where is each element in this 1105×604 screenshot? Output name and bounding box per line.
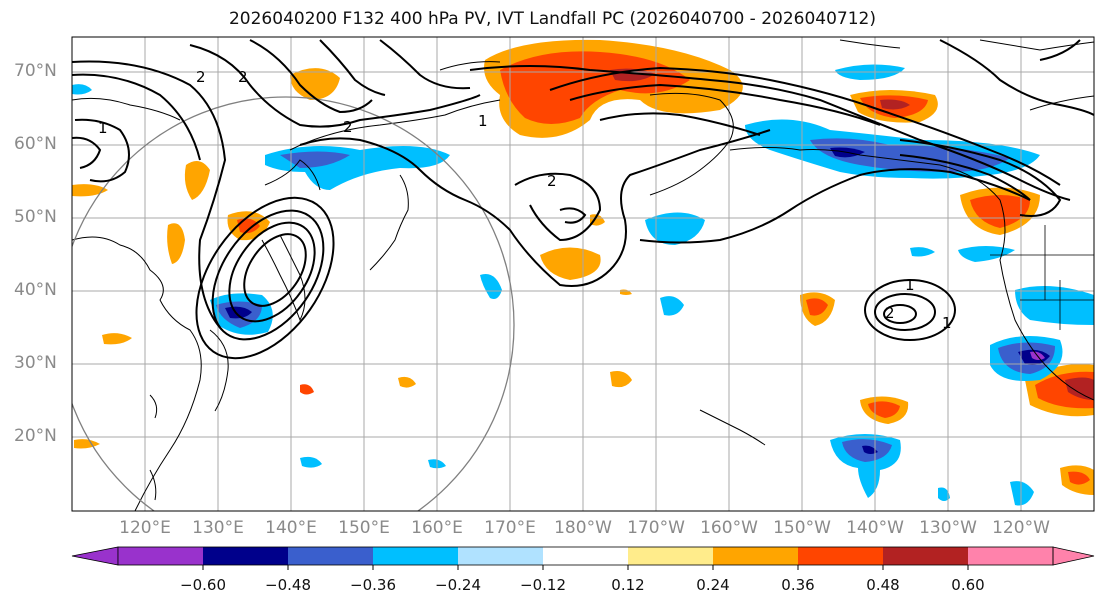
map-title: 2026040200 F132 400 hPa PV, IVT Landfall… — [228, 9, 876, 29]
pv-contours — [72, 39, 1094, 360]
colorbar-swatch — [458, 547, 543, 565]
lon-label: 120°E — [119, 518, 171, 538]
contour-label: 1 — [942, 314, 952, 332]
colorbar-tick-label: −0.36 — [350, 576, 396, 594]
lon-label: 120°W — [992, 518, 1050, 538]
contour-label: 1 — [98, 119, 108, 137]
colorbar-tick-label: −0.60 — [180, 576, 226, 594]
colorbar-frame — [117, 546, 1054, 566]
negative-anomaly-shading — [72, 64, 1094, 506]
contour-label: 2 — [238, 68, 248, 86]
lon-label: 160°E — [411, 518, 463, 538]
colorbar-swatch — [373, 547, 458, 565]
lat-label: 70°N — [14, 61, 57, 81]
colorbar-tick-label: 0.36 — [781, 576, 815, 594]
contour-label: 2 — [343, 118, 353, 136]
lon-label: 150°W — [773, 518, 831, 538]
contour-label: 2 — [885, 304, 895, 322]
colorbar-swatch — [203, 547, 288, 565]
coastlines — [72, 39, 1094, 511]
lon-label: 140°W — [846, 518, 904, 538]
colorbar-tick-label: −0.12 — [520, 576, 566, 594]
colorbar — [71, 546, 1095, 570]
colorbar-tick-label: −0.24 — [435, 576, 481, 594]
colorbar-tick-label: 0.12 — [611, 576, 645, 594]
contour-label: 2 — [196, 68, 206, 86]
lon-label: 170°W — [627, 518, 685, 538]
colorbar-tick-label: 0.60 — [951, 576, 985, 594]
colorbar-swatch — [968, 547, 1053, 565]
lon-label: 170°E — [484, 518, 536, 538]
colorbar-swatch — [543, 547, 628, 565]
contour-labels: 2 2 2 1 2 1 1 2 1 — [98, 68, 952, 332]
landfall-region-circle — [72, 96, 515, 511]
lon-label: 140°E — [265, 518, 317, 538]
colorbar-swatch — [288, 547, 373, 565]
colorbar-tick-label: 0.24 — [696, 576, 730, 594]
lat-label: 50°N — [14, 207, 57, 227]
lon-label: 180°W — [554, 518, 612, 538]
colorbar-tick-label: −0.48 — [265, 576, 311, 594]
contour-label: 1 — [905, 276, 915, 294]
lat-label: 60°N — [14, 134, 57, 154]
contour-label: 2 — [547, 172, 557, 190]
colorbar-swatch — [628, 547, 713, 565]
colorbar-swatch — [713, 547, 798, 565]
plot-frame — [71, 36, 1095, 512]
colorbar-tick-label: 0.48 — [866, 576, 900, 594]
graticule — [72, 37, 1094, 511]
colorbar-extend-low — [71, 546, 119, 566]
positive-anomaly-shading — [72, 39, 1094, 495]
lat-label: 40°N — [14, 280, 57, 300]
lon-label: 160°W — [700, 518, 758, 538]
colorbar-swatch — [118, 547, 203, 565]
lon-label: 150°E — [338, 518, 390, 538]
colorbar-extend-high — [1052, 546, 1095, 566]
contour-label: 1 — [478, 112, 488, 130]
lat-label: 30°N — [14, 353, 57, 373]
colorbar-swatch — [883, 547, 968, 565]
borders — [990, 225, 1094, 330]
colorbar-swatch — [798, 547, 883, 565]
lon-label: 130°E — [192, 518, 244, 538]
lat-label: 20°N — [14, 426, 57, 446]
lon-label: 130°W — [919, 518, 977, 538]
